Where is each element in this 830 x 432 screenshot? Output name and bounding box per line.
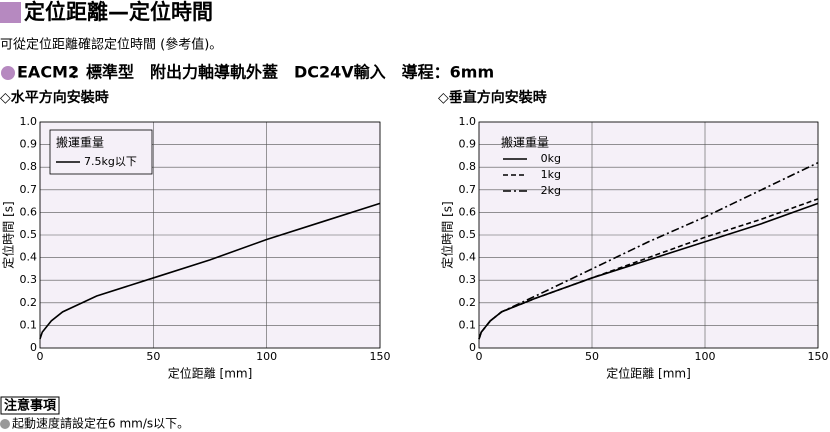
y-tick-label: 0.8 [20,160,38,173]
bullet [1,66,15,80]
x-axis-label: 定位距離 [mm] [168,366,253,381]
y-tick-label: 0.2 [20,296,38,309]
series-line [478,202,819,340]
y-tick-label: 0.7 [20,183,38,196]
bullet [0,419,10,429]
y-axis-label: 定位時間 [s] [1,201,16,268]
y-tick-label: 0.3 [459,273,477,286]
plot-frame [478,121,819,349]
legend-title: 搬運重量 [56,135,104,150]
y-tick-label: 0.5 [459,228,477,241]
y-tick-label: 0.5 [20,228,38,241]
model: EACM2 [17,63,79,82]
y-tick-label: 0 [469,341,476,354]
y-tick-label: 0.1 [20,318,38,331]
legend-label: 1kg [541,168,561,181]
y-tick-label: 0.8 [459,160,477,173]
legend-box [49,129,153,175]
footer-heading: 注意事項 [4,398,57,414]
y-tick-label: 0.3 [20,273,38,286]
x-tick-label: 100 [256,350,277,363]
x-tick-label: 150 [808,350,829,363]
y-tick-label: 1.0 [20,115,38,128]
y-tick-label: 0.6 [459,205,477,218]
y-tick-label: 0.9 [20,138,38,151]
legend-label: 0kg [541,152,561,165]
x-tick-label: 150 [370,350,391,363]
series-line [39,202,381,340]
y-tick-label: 0.6 [20,205,38,218]
y-tick-label: 0.7 [459,183,477,196]
y-tick-label: 0.9 [459,138,477,151]
legend-label: 7.5kg以下 [84,155,137,168]
spec-text: ：標準型 附出力軸導軌外蓋 DC24V輸入 導程：6mm [70,63,494,82]
y-axis-label: 定位時間 [s] [440,201,455,268]
chart-title: ◇垂直方向安裝時 [438,89,547,106]
y-tick-label: 0.4 [459,251,477,264]
y-tick-label: 0 [30,341,37,354]
title-square [0,2,21,23]
page-note: 可從定位距離確認定位時間 (參考值)。 [0,37,222,53]
chart-title: ◇水平方向安裝時 [0,89,109,106]
x-tick-label: 0 [476,350,483,363]
series-line [478,161,819,340]
footer-note: 起動速度請設定在6 mm/s以下。 [12,416,189,431]
footer-box [0,396,60,415]
series-line [478,198,819,340]
x-tick-label: 0 [37,350,44,363]
x-axis-label: 定位距離 [mm] [606,366,691,381]
legend-label: 2kg [541,184,561,197]
plot-frame [39,121,381,349]
x-tick-label: 100 [695,350,716,363]
y-tick-label: 0.4 [20,251,38,264]
x-tick-label: 50 [146,350,160,363]
y-tick-label: 0.2 [459,296,477,309]
y-tick-label: 1.0 [459,115,477,128]
page-title: 定位距離—定位時間 [24,0,213,24]
legend-title: 搬運重量 [501,135,549,150]
y-tick-label: 0.1 [459,318,477,331]
x-tick-label: 50 [585,350,599,363]
